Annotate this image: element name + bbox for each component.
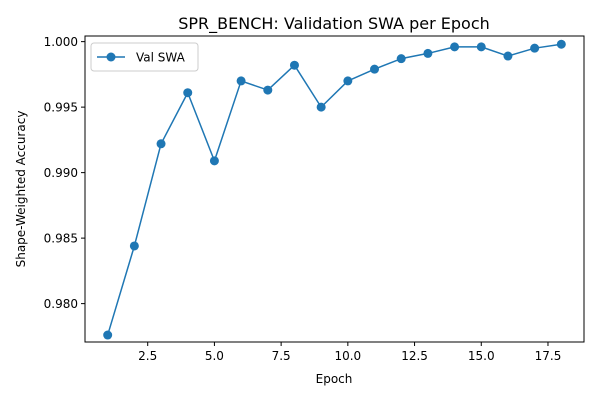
y-tick-label: 0.995: [44, 101, 78, 115]
x-tick-label: 5.0: [205, 349, 224, 363]
y-tick-label: 0.985: [44, 232, 78, 246]
data-point-epoch-2: [129, 241, 139, 251]
data-point-epoch-10: [343, 76, 353, 86]
x-tick-label: 12.5: [401, 349, 428, 363]
plot-frame: [84, 35, 585, 343]
legend-marker-swatch: [106, 52, 116, 62]
data-point-epoch-8: [289, 60, 299, 70]
data-point-epoch-14: [450, 42, 460, 52]
data-point-epoch-11: [370, 64, 380, 74]
chart-title: SPR_BENCH: Validation SWA per Epoch: [178, 14, 490, 34]
data-point-epoch-4: [183, 88, 193, 98]
x-tick-label: 7.5: [272, 349, 291, 363]
x-axis: 2.5 5.0 7.5 10.0 12.5 15.0 17.5: [138, 342, 561, 363]
data-point-epoch-18: [556, 39, 566, 49]
y-tick-label: 1.000: [44, 35, 78, 49]
data-point-epoch-3: [156, 139, 166, 149]
legend-label: Val SWA: [136, 51, 186, 65]
data-point-epoch-7: [263, 85, 273, 95]
plot-area: [103, 39, 566, 340]
x-tick-label: 2.5: [138, 349, 157, 363]
legend: Val SWA: [90, 42, 199, 72]
x-tick-label: 15.0: [468, 349, 495, 363]
x-tick-label: 17.5: [535, 349, 562, 363]
data-point-epoch-9: [316, 102, 326, 112]
data-point-epoch-15: [476, 42, 486, 52]
data-point-epoch-16: [503, 51, 513, 61]
data-point-epoch-5: [209, 156, 219, 166]
data-point-epoch-13: [423, 48, 433, 58]
y-tick-label: 0.990: [44, 166, 78, 180]
data-point-epoch-6: [236, 76, 246, 86]
series-line-val-swa: [106, 43, 562, 336]
data-point-epoch-17: [530, 43, 540, 53]
legend-box: [90, 42, 199, 72]
data-point-epoch-12: [396, 54, 406, 64]
data-point-epoch-1: [103, 330, 113, 340]
y-axis-label: Shape-Weighted Accuracy: [14, 111, 28, 268]
x-axis-label: Epoch: [316, 372, 353, 386]
x-tick-label: 10.0: [334, 349, 361, 363]
y-axis: 0.980 0.985 0.990 0.995 1.000: [44, 35, 85, 311]
y-tick-label: 0.980: [44, 297, 78, 311]
